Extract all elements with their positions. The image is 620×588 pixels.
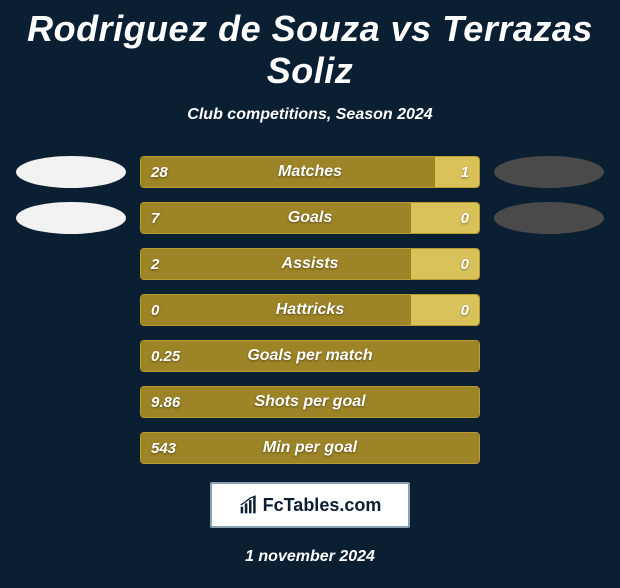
stat-label: Assists <box>141 249 479 279</box>
page-date: 1 november 2024 <box>0 548 620 566</box>
logo-box[interactable]: FcTables.com <box>210 482 410 528</box>
player-right-ellipse <box>494 156 604 188</box>
stat-bar: 0.25Goals per match <box>140 340 480 372</box>
stat-label: Goals <box>141 203 479 233</box>
stat-label: Goals per match <box>141 341 479 371</box>
stat-label: Min per goal <box>141 433 479 463</box>
stat-label: Matches <box>141 157 479 187</box>
player-left-ellipse <box>16 156 126 188</box>
page-subtitle: Club competitions, Season 2024 <box>0 106 620 124</box>
page-title: Rodriguez de Souza vs Terrazas Soliz <box>0 8 620 92</box>
stat-row: 9.86Shots per goal <box>0 386 620 418</box>
player-left-ellipse <box>16 202 126 234</box>
stat-label: Hattricks <box>141 295 479 325</box>
stat-bar: 543Min per goal <box>140 432 480 464</box>
stat-row: 70Goals <box>0 202 620 234</box>
logo-text: FcTables.com <box>263 495 382 516</box>
player-right-ellipse <box>494 202 604 234</box>
stat-bar: 00Hattricks <box>140 294 480 326</box>
stat-row: 20Assists <box>0 248 620 280</box>
stat-row: 0.25Goals per match <box>0 340 620 372</box>
chart-icon <box>239 495 259 515</box>
stat-row: 00Hattricks <box>0 294 620 326</box>
stat-bar: 9.86Shots per goal <box>140 386 480 418</box>
stat-bar: 70Goals <box>140 202 480 234</box>
stat-bar: 281Matches <box>140 156 480 188</box>
stat-row: 281Matches <box>0 156 620 188</box>
stat-rows-container: 281Matches 70Goals 20Assists 00Hattricks 0.2… <box>0 156 620 464</box>
stat-row: 543Min per goal <box>0 432 620 464</box>
stat-bar: 20Assists <box>140 248 480 280</box>
stat-label: Shots per goal <box>141 387 479 417</box>
